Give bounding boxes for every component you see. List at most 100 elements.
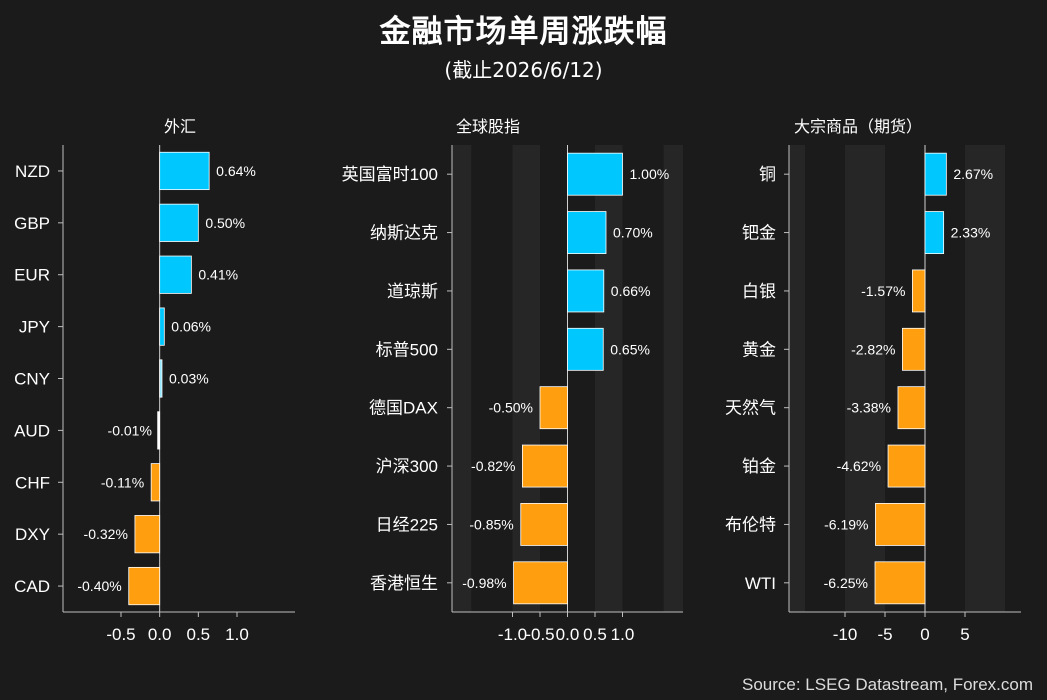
category-label: EUR (14, 266, 50, 285)
value-label: -0.82% (471, 458, 515, 474)
value-label: -2.82% (851, 341, 895, 357)
category-label: 黄金 (742, 340, 776, 359)
chart-panel-2: 全球股指 -1.0-0.5 0.0 0.5 1.0 英国富时100 1.00% 纳斯达克 0.7… (342, 118, 683, 644)
bar (522, 444, 568, 488)
panel-title: 全球股指 (456, 118, 520, 136)
background-band (663, 145, 683, 612)
category-label: 道琼斯 (387, 282, 438, 301)
category-label: 布伦特 (725, 515, 776, 534)
value-label: 2.67% (953, 166, 993, 182)
category-label: CAD (14, 577, 50, 596)
background-band (965, 145, 1005, 612)
bar (902, 327, 926, 371)
x-tick-label: -5 (877, 625, 892, 644)
x-tick-label: 0.5 (583, 625, 607, 644)
value-label: -0.01% (108, 422, 152, 438)
bar (567, 152, 623, 196)
x-tick-label: -0.5 (525, 625, 554, 644)
category-label: JPY (19, 318, 50, 337)
x-tick-label: -1.0 (498, 625, 527, 644)
value-label: 0.41% (198, 267, 238, 283)
category-label: 标普500 (376, 340, 438, 359)
value-label: -0.40% (77, 578, 121, 594)
x-tick-label: -0.5 (106, 625, 135, 644)
bar (134, 515, 161, 554)
value-label: 0.64% (216, 163, 256, 179)
bar (157, 411, 161, 450)
bar (520, 503, 568, 546)
bar (159, 203, 199, 242)
value-label: -0.11% (101, 474, 144, 490)
x-tick-label: 1.0 (611, 625, 635, 644)
bar (924, 152, 947, 196)
category-label: 铜 (759, 165, 776, 184)
bar (539, 386, 568, 430)
bar (159, 151, 210, 191)
chart-panel-1: 外汇 -0.5 0.0 0.5 1.0 NZD 0.64% GBP 0.50% EUR 0.41% J… (14, 118, 295, 644)
x-tick-label: 0.0 (556, 625, 580, 644)
category-label: AUD (14, 421, 50, 440)
bar (887, 444, 926, 488)
value-label: -6.19% (824, 516, 868, 532)
category-label: 天然气 (725, 399, 776, 418)
value-label: 0.70% (613, 225, 653, 241)
value-label: 1.00% (630, 166, 670, 182)
value-label: -0.50% (489, 400, 533, 416)
category-label: 英国富时100 (342, 165, 438, 184)
value-label: 0.03% (169, 371, 209, 387)
bar (567, 269, 605, 313)
value-label: 0.06% (171, 319, 211, 335)
value-label: -0.85% (469, 516, 513, 532)
background-band (452, 145, 472, 612)
value-label: -1.57% (861, 283, 905, 299)
background-band (789, 145, 805, 612)
category-label: 铂金 (742, 457, 776, 476)
category-label: 德国DAX (369, 399, 438, 418)
value-label: -3.38% (847, 400, 891, 416)
bar (150, 463, 161, 502)
value-label: 0.66% (611, 283, 651, 299)
category-label: CNY (14, 370, 50, 389)
bar (875, 503, 926, 546)
category-label: 香港恒生 (370, 574, 438, 593)
bar (159, 255, 192, 294)
category-label: CHF (15, 473, 50, 492)
category-label: 纳斯达克 (370, 224, 438, 243)
bar (128, 566, 161, 606)
chart-panel-3: 大宗商品（期货） -10 -5 0 5 铜 2.67% 钯金 2.33% 白银 -1.57% 黄金 -2… (725, 118, 1021, 644)
value-label: -4.62% (837, 458, 881, 474)
category-label: 白银 (742, 282, 776, 301)
value-label: -0.32% (84, 526, 128, 542)
category-label: GBP (14, 214, 50, 233)
bar (567, 327, 604, 371)
page-subtitle: (截止2026/6/12) (444, 58, 603, 82)
bar (567, 211, 607, 254)
category-label: 日经225 (376, 515, 438, 534)
source-note: Source: LSEG Datastream, Forex.com (742, 675, 1033, 694)
page-title: 金融市场单周涨跌幅 (379, 14, 668, 50)
value-label: 2.33% (951, 225, 991, 241)
category-label: 沪深300 (376, 457, 438, 476)
bar (897, 386, 926, 430)
x-tick-label: 5 (960, 625, 969, 644)
panel-title: 大宗商品（期货） (794, 118, 922, 136)
value-label: 0.50% (205, 215, 245, 231)
x-tick-label: -10 (833, 625, 858, 644)
bar (159, 307, 165, 346)
category-label: WTI (745, 574, 776, 593)
value-label: -0.98% (462, 575, 506, 591)
bar (912, 269, 926, 313)
bar (924, 211, 945, 254)
bar (159, 359, 163, 398)
x-tick-label: 0.0 (148, 625, 172, 644)
x-tick-label: 0 (920, 625, 929, 644)
bar (874, 561, 926, 605)
value-label: 0.65% (610, 341, 650, 357)
bar (513, 561, 568, 605)
category-label: DXY (15, 525, 50, 544)
x-tick-label: 1.0 (225, 625, 249, 644)
category-label: 钯金 (742, 224, 776, 243)
category-label: NZD (15, 162, 50, 181)
panel-title: 外汇 (164, 118, 196, 136)
